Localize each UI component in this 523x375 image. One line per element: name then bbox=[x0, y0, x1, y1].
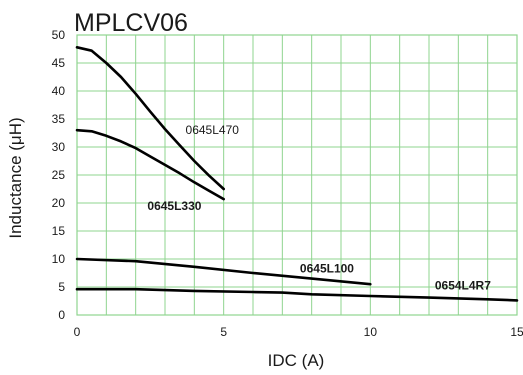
y-tick-label: 20 bbox=[52, 196, 66, 210]
chart-title: MPLCV06 bbox=[74, 9, 188, 37]
x-tick-label: 10 bbox=[364, 325, 378, 339]
x-tick-label: 0 bbox=[74, 325, 81, 339]
y-tick-label: 30 bbox=[52, 140, 66, 154]
y-tick-label: 0 bbox=[58, 308, 65, 322]
x-tick-label: 15 bbox=[510, 325, 523, 339]
y-tick-label: 45 bbox=[52, 56, 66, 70]
plot-frame bbox=[76, 34, 518, 316]
series-label: 0645L330 bbox=[147, 199, 201, 213]
y-tick-label: 50 bbox=[52, 28, 66, 42]
grid-layer bbox=[76, 34, 518, 316]
series-line-0654l4r7 bbox=[75, 287, 519, 302]
series-layer bbox=[75, 46, 519, 302]
series-line-0645l100 bbox=[75, 257, 372, 286]
series-line-0645l330 bbox=[75, 128, 225, 201]
y-tick-label: 35 bbox=[52, 112, 66, 126]
series-label: 0645L470 bbox=[186, 123, 240, 137]
y-axis-title: Inductance (μH) bbox=[6, 117, 25, 238]
label-layer: 0645L470 0645L330 0645L100 0654L4R7 bbox=[147, 123, 491, 292]
y-tick-label: 40 bbox=[52, 84, 66, 98]
series-label: 0645L100 bbox=[300, 262, 354, 276]
series-line-0645l470 bbox=[75, 46, 225, 191]
axis-layer: 0 5 10 15 20 25 30 35 40 45 50 0 5 10 15 bbox=[52, 28, 523, 339]
x-axis-title: IDC (A) bbox=[268, 351, 325, 370]
y-tick-label: 5 bbox=[58, 280, 65, 294]
x-tick-label: 5 bbox=[220, 325, 227, 339]
y-tick-label: 10 bbox=[52, 252, 66, 266]
y-tick-label: 15 bbox=[52, 224, 66, 238]
series-label: 0654L4R7 bbox=[435, 278, 491, 292]
y-tick-label: 25 bbox=[52, 168, 66, 182]
